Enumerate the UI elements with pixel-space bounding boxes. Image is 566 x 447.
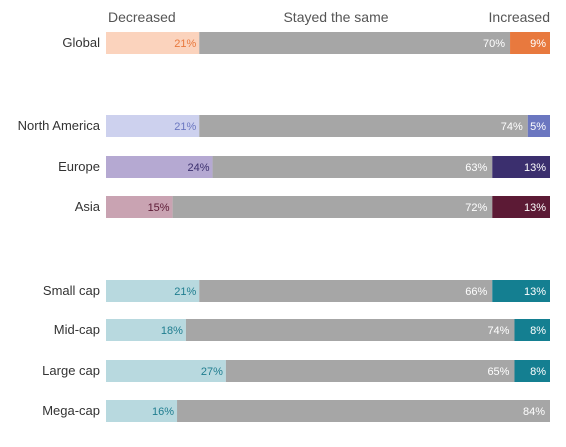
- bar-same-global: [199, 32, 511, 54]
- value-label-increased-europe: 13%: [524, 162, 546, 174]
- value-label-decreased-europe: 24%: [188, 162, 210, 174]
- bar-same-europe: [212, 156, 493, 178]
- category-label-large-cap: Large cap: [42, 363, 100, 378]
- category-label-global: Global: [62, 35, 100, 50]
- category-label-mid-cap: Mid-cap: [54, 322, 100, 337]
- bar-decreased-mega-cap: [106, 400, 178, 422]
- value-label-same-global: 70%: [483, 38, 505, 50]
- bar-decreased-asia: [106, 196, 173, 218]
- bar-same-large-cap: [225, 360, 515, 382]
- category-label-north-america: North America: [18, 118, 101, 133]
- value-label-same-asia: 72%: [465, 202, 487, 214]
- category-label-mega-cap: Mega-cap: [42, 403, 100, 418]
- value-label-decreased-north-america: 21%: [174, 121, 196, 133]
- bar-same-mega-cap: [177, 400, 551, 422]
- value-label-same-north-america: 74%: [501, 121, 523, 133]
- category-label-small-cap: Small cap: [43, 283, 100, 298]
- header-increased: Increased: [489, 9, 550, 25]
- bar-decreased-europe: [106, 156, 213, 178]
- value-label-increased-large-cap: 8%: [530, 366, 546, 378]
- bar-increased-mid-cap: [514, 319, 550, 341]
- bar-same-north-america: [199, 115, 528, 137]
- value-label-increased-small-cap: 13%: [524, 286, 546, 298]
- value-label-increased-north-america: 5%: [530, 121, 546, 133]
- bar-same-asia: [172, 196, 493, 218]
- bar-increased-north-america: [527, 115, 550, 137]
- bar-decreased-north-america: [106, 115, 200, 137]
- value-label-decreased-mid-cap: 18%: [161, 325, 183, 337]
- value-label-increased-global: 9%: [530, 38, 546, 50]
- bar-increased-europe: [492, 156, 550, 178]
- bar-increased-asia: [492, 196, 550, 218]
- value-label-same-mega-cap: 84%: [523, 406, 545, 418]
- bar-increased-small-cap: [492, 280, 550, 302]
- bar-same-mid-cap: [185, 319, 515, 341]
- value-label-increased-mid-cap: 8%: [530, 325, 546, 337]
- value-label-decreased-global: 21%: [174, 38, 196, 50]
- header-stayed-the-same: Stayed the same: [283, 9, 388, 25]
- value-label-decreased-asia: 15%: [148, 202, 170, 214]
- value-label-same-large-cap: 65%: [487, 366, 509, 378]
- bar-decreased-global: [106, 32, 200, 54]
- bar-increased-global: [510, 32, 550, 54]
- value-label-decreased-small-cap: 21%: [174, 286, 196, 298]
- bar-same-small-cap: [199, 280, 493, 302]
- value-label-decreased-mega-cap: 16%: [152, 406, 174, 418]
- value-label-same-europe: 63%: [465, 162, 487, 174]
- bar-decreased-mid-cap: [106, 319, 186, 341]
- bar-decreased-small-cap: [106, 280, 200, 302]
- category-label-asia: Asia: [75, 199, 101, 214]
- value-label-increased-asia: 13%: [524, 202, 546, 214]
- value-label-same-mid-cap: 74%: [487, 325, 509, 337]
- bar-rows: Global 21% 70% 9% North America 21% 74% 5% Europ…: [18, 32, 551, 422]
- category-label-europe: Europe: [58, 159, 100, 174]
- value-label-same-small-cap: 66%: [465, 286, 487, 298]
- bar-increased-large-cap: [514, 360, 550, 382]
- header-decreased: Decreased: [108, 9, 176, 25]
- value-label-decreased-large-cap: 27%: [201, 366, 223, 378]
- bar-decreased-large-cap: [106, 360, 226, 382]
